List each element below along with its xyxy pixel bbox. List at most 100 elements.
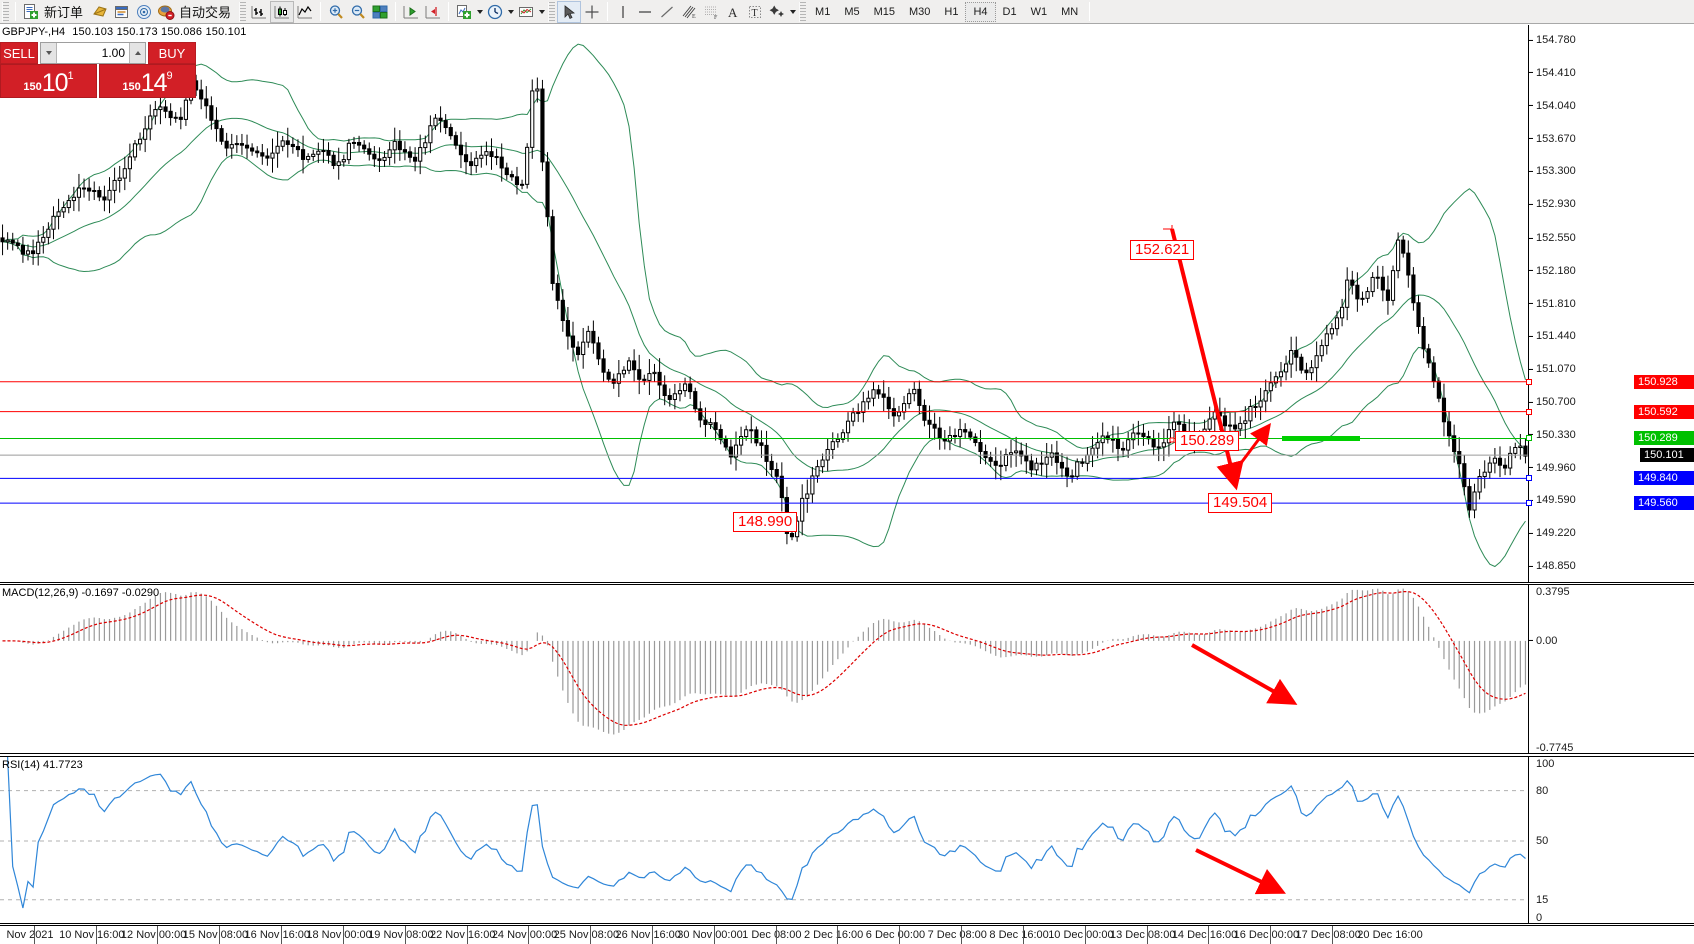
symbol-ohlc: 150.103 150.173 150.086 150.101 (72, 26, 247, 38)
timeframe-m15[interactable]: M15 (873, 5, 895, 18)
price-axis-tick: 152.180 (1529, 265, 1576, 277)
buy-button[interactable]: BUY (148, 42, 196, 64)
time-axis-label: 14 Dec 16:00 (1171, 929, 1238, 941)
price-level-handle[interactable] (1526, 435, 1532, 442)
one-click-trading-panel[interactable]: SELL 1.00 BUY 150 10 1 150 14 9 (0, 42, 196, 98)
new-order-label[interactable]: 新订单 (44, 5, 84, 20)
price-pane[interactable]: 154.780 154.410 154.040 153.670 153.300 152.9… (0, 25, 1694, 583)
price-axis-tick: 149.220 (1529, 527, 1576, 539)
toolbar-grip[interactable] (2, 1, 9, 22)
expert-advisor-icon[interactable] (89, 1, 111, 23)
annotation-arrows-layer[interactable] (0, 25, 1528, 582)
timeframe-m5[interactable]: M5 (844, 5, 860, 18)
rsi-axis[interactable]: 100 80 50 15 0 (1528, 757, 1694, 923)
price-level-tag[interactable]: 149.840 (1634, 471, 1694, 486)
zoom-in-icon[interactable] (325, 1, 347, 23)
timeframe-m1[interactable]: M1 (815, 5, 831, 18)
line-chart-icon[interactable] (294, 1, 316, 23)
macd-annotation-layer[interactable] (0, 585, 1528, 753)
svg-text:F: F (714, 15, 718, 21)
toolbar-grip-4[interactable] (799, 1, 807, 22)
price-level-handle[interactable] (1526, 378, 1532, 385)
shapes-icon[interactable] (766, 1, 788, 23)
timeframe-h1[interactable]: H1 (944, 5, 959, 18)
price-axis-tick: 149.960 (1529, 462, 1576, 474)
rsi-plot[interactable] (0, 757, 1528, 923)
time-axis-separator (590, 926, 592, 944)
auto-trading-label[interactable]: 自动交易 (179, 5, 232, 20)
price-level-tag[interactable]: 150.592 (1634, 404, 1694, 419)
trendline-icon[interactable] (656, 1, 678, 23)
annotation-150289[interactable]: 150.289 (1175, 431, 1240, 451)
tile-windows-icon[interactable] (369, 1, 391, 23)
volume-decrease-button[interactable] (41, 43, 57, 63)
price-level-tag[interactable]: 149.560 (1634, 496, 1694, 511)
macd-pane[interactable]: MACD(12,26,9) -0.1697 -0.0290 0.3795 0.00… (0, 584, 1694, 754)
sell-button[interactable]: SELL (0, 42, 38, 64)
volume-value[interactable]: 1.00 (101, 46, 125, 60)
timeframe-w1[interactable]: W1 (1030, 5, 1048, 18)
timeframe-mn[interactable]: MN (1061, 5, 1079, 18)
time-axis-separator (33, 926, 35, 944)
indicators-icon[interactable] (453, 1, 475, 23)
rsi-axis-tick: 15 (1536, 893, 1549, 906)
price-level-tag[interactable]: 150.928 (1634, 374, 1694, 389)
annotation-152621[interactable]: 152.621 (1130, 240, 1195, 260)
rsi-axis-tick: 80 (1536, 784, 1549, 797)
main-toolbar: 新订单 (0, 0, 1694, 24)
price-level-handle[interactable] (1526, 500, 1532, 507)
chart-area[interactable]: 154.780 154.410 154.040 153.670 153.300 152.9… (0, 25, 1694, 944)
data-window-icon[interactable] (111, 1, 133, 23)
toolbar-grip-2[interactable] (239, 1, 247, 22)
signals-icon[interactable] (133, 1, 155, 23)
shift-end-icon[interactable] (400, 1, 422, 23)
rsi-down-arrow (1195, 848, 1286, 895)
oct-top-row: SELL 1.00 BUY (0, 42, 196, 64)
annotation-150289-handle[interactable] (1169, 437, 1175, 443)
price-axis[interactable]: 154.780 154.410 154.040 153.670 153.300 152.9… (1526, 25, 1694, 582)
volume-increase-button[interactable] (129, 43, 145, 63)
rsi-annotation-layer[interactable] (0, 757, 1528, 923)
equidistant-channel-icon[interactable]: E (678, 1, 700, 23)
price-level-handle[interactable] (1526, 475, 1532, 482)
text-label-icon[interactable]: T (744, 1, 766, 23)
macd-axis[interactable]: 0.3795 0.00 -0.7745 (1528, 585, 1694, 753)
price-level-handle[interactable] (1526, 408, 1532, 415)
rsi-pane[interactable]: RSI(14) 41.7723 100 80 50 15 0 (0, 756, 1694, 924)
new-order-icon[interactable] (20, 1, 42, 23)
vertical-line-icon[interactable] (612, 1, 634, 23)
annotation-149504[interactable]: 149.504 (1208, 493, 1273, 513)
crosshair-icon[interactable] (581, 1, 603, 23)
indicators-dropdown-caret[interactable] (475, 1, 484, 23)
timeframe-d1[interactable]: D1 (1002, 5, 1017, 18)
zoom-out-icon[interactable] (347, 1, 369, 23)
price-axis-tick: 149.590 (1529, 494, 1576, 507)
timeframe-h4[interactable]: H4 (965, 1, 996, 22)
periods-icon[interactable] (484, 1, 506, 23)
periods-dropdown-caret[interactable] (506, 1, 515, 23)
annotation-148990[interactable]: 148.990 (733, 512, 798, 532)
volume-stepper[interactable]: 1.00 (40, 42, 146, 64)
auto-trading-icon[interactable] (155, 1, 177, 23)
toolbar-grip-3[interactable] (548, 1, 556, 22)
time-axis[interactable]: Nov 2021 10 Nov 16:00 12 Nov 00:00 15 Nov 0… (0, 925, 1694, 944)
cursor-icon[interactable] (557, 0, 582, 23)
buy-price-fraction: 9 (166, 70, 173, 82)
shapes-dropdown-caret[interactable] (788, 1, 797, 23)
bar-chart-icon[interactable] (248, 1, 270, 23)
fibonacci-icon[interactable]: F (700, 1, 722, 23)
price-level-tag[interactable]: 150.289 (1634, 431, 1694, 446)
sell-price-button[interactable]: 150 10 1 (0, 64, 97, 98)
text-icon[interactable]: A (722, 1, 744, 23)
time-axis-separator (1270, 926, 1272, 944)
timeframe-m30[interactable]: M30 (909, 5, 931, 18)
horizontal-line-icon[interactable] (634, 1, 656, 23)
templates-dropdown-caret[interactable] (537, 1, 546, 23)
auto-scroll-icon[interactable] (422, 1, 444, 23)
candlestick-chart-icon[interactable] (270, 0, 295, 23)
macd-plot[interactable] (0, 585, 1528, 753)
price-level-tag[interactable]: 150.101 (1640, 448, 1694, 463)
templates-icon[interactable] (515, 1, 537, 23)
price-plot[interactable] (0, 25, 1528, 582)
buy-price-button[interactable]: 150 14 9 (99, 64, 196, 98)
